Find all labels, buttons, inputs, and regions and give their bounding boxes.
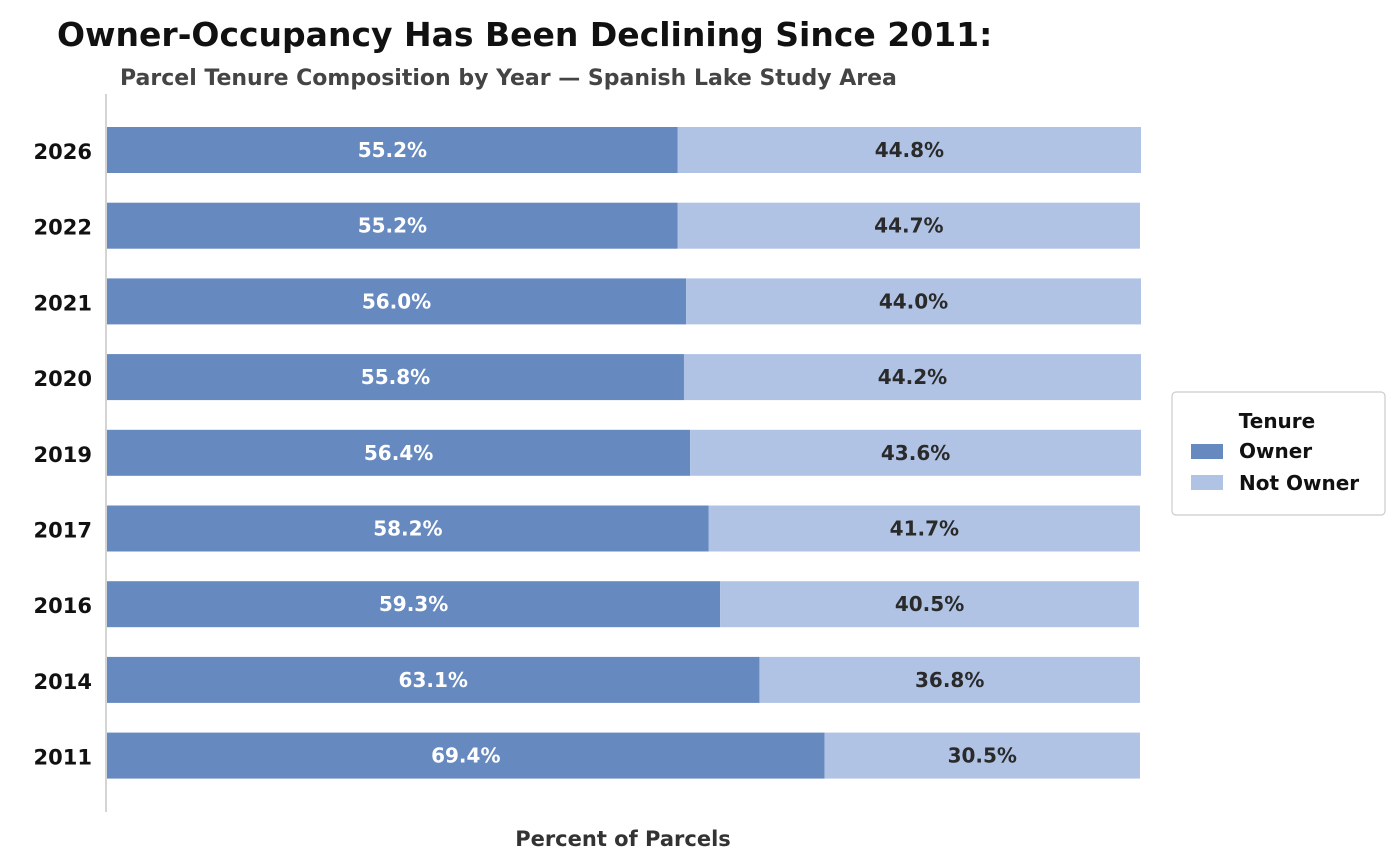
chart-subtitle: Parcel Tenure Composition by Year — Span… — [120, 66, 897, 91]
data-label-not-owner-2016: 40.5% — [895, 592, 964, 616]
bar-owner-2021 — [107, 278, 687, 325]
chart-title: Owner-Occupancy Has Been Declining Since… — [57, 15, 992, 54]
y-tick-label-2026: 2026 — [34, 140, 92, 164]
data-label-owner-2026: 55.2% — [358, 138, 427, 162]
data-label-not-owner-2022: 44.7% — [874, 214, 943, 238]
bar-not-owner-2019 — [690, 429, 1141, 476]
bar-owner-2020 — [107, 354, 684, 401]
y-tick-label-2020: 2020 — [34, 367, 92, 391]
legend-swatch-not-owner — [1191, 475, 1223, 490]
bar-owner-2016 — [107, 581, 721, 628]
data-label-owner-2014: 63.1% — [399, 668, 468, 692]
data-label-not-owner-2011: 30.5% — [948, 744, 1017, 768]
legend-title: Tenure — [1239, 409, 1315, 433]
y-tick-label-2019: 2019 — [34, 443, 92, 467]
bar-not-owner-2021 — [686, 278, 1141, 325]
data-label-not-owner-2014: 36.8% — [915, 668, 984, 692]
data-label-not-owner-2021: 44.0% — [879, 289, 948, 313]
data-label-owner-2017: 58.2% — [373, 517, 442, 541]
bar-not-owner-2011 — [824, 732, 1140, 779]
x-axis-label: Percent of Parcels — [515, 827, 731, 851]
bar-not-owner-2020 — [683, 354, 1141, 401]
data-label-not-owner-2017: 41.7% — [890, 517, 959, 541]
data-label-not-owner-2020: 44.2% — [878, 365, 947, 389]
bar-owner-2022 — [107, 202, 678, 249]
legend-swatch-owner — [1191, 444, 1223, 459]
data-label-owner-2020: 55.8% — [361, 365, 430, 389]
data-label-owner-2021: 56.0% — [362, 289, 431, 313]
bar-not-owner-2014 — [759, 656, 1140, 703]
y-tick-label-2022: 2022 — [34, 216, 92, 240]
data-label-owner-2016: 59.3% — [379, 592, 448, 616]
legend: Tenure Owner Not Owner — [1171, 391, 1386, 516]
data-label-owner-2011: 69.4% — [431, 744, 500, 768]
legend-frame — [1171, 391, 1386, 516]
bar-not-owner-2016 — [720, 581, 1139, 628]
bar-owner-2017 — [107, 505, 709, 552]
data-label-owner-2022: 55.2% — [358, 214, 427, 238]
y-tick-label-2016: 2016 — [34, 594, 92, 618]
y-tick-label-2021: 2021 — [34, 291, 92, 315]
bar-owner-2011 — [107, 732, 825, 779]
bar-owner-2014 — [107, 656, 760, 703]
y-tick-labels: 2026 2022 2021 2020 2019 2017 2016 2014 2011 — [34, 140, 92, 770]
data-label-not-owner-2026: 44.8% — [875, 138, 944, 162]
y-tick-label-2014: 2014 — [34, 670, 92, 694]
legend-label-not-owner: Not Owner — [1239, 471, 1359, 495]
bar-not-owner-2022 — [677, 202, 1140, 249]
bar-owner-2019 — [107, 429, 691, 476]
data-labels: 55.2% 44.8% 55.2% 44.7% 56.0% 44.0% 55.8% 44.2%… — [358, 138, 1017, 768]
bar-not-owner-2026 — [677, 127, 1141, 173]
data-label-owner-2019: 56.4% — [364, 441, 433, 465]
bar-not-owner-2017 — [708, 505, 1140, 552]
bars-group — [107, 127, 1141, 779]
bar-owner-2026 — [107, 127, 678, 173]
legend-label-owner: Owner — [1239, 439, 1312, 463]
data-label-not-owner-2019: 43.6% — [881, 441, 950, 465]
y-tick-label-2017: 2017 — [34, 519, 92, 543]
y-tick-label-2011: 2011 — [34, 746, 92, 770]
